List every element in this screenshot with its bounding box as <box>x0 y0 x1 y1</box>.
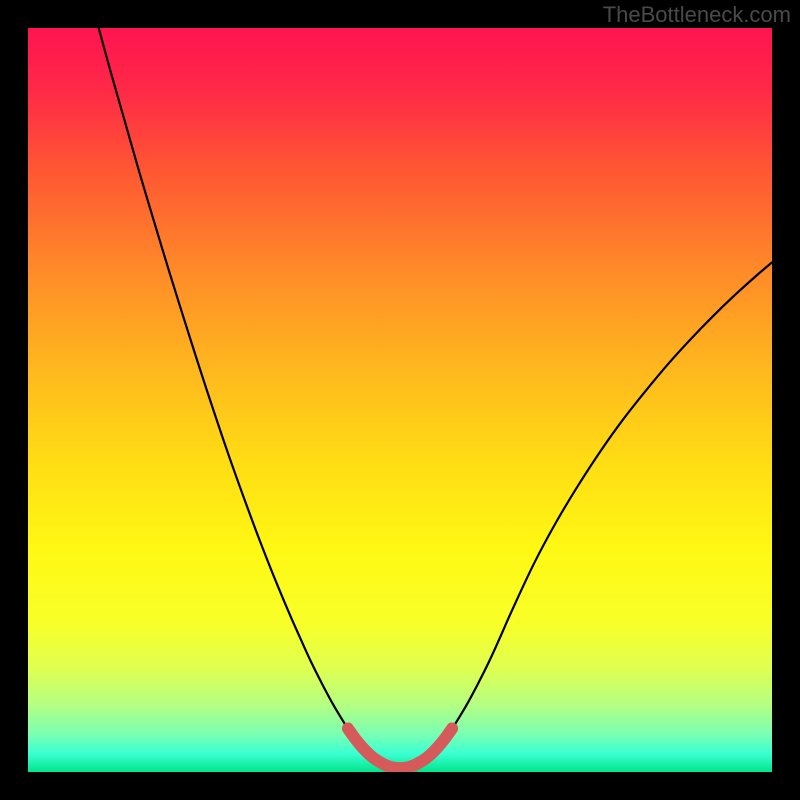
watermark-text: TheBottleneck.com <box>603 2 791 28</box>
plot-area <box>28 28 772 772</box>
curve-overlay <box>28 28 772 772</box>
bottleneck-curve <box>99 28 772 768</box>
highlight-valley <box>348 728 452 768</box>
chart-frame: TheBottleneck.com <box>0 0 800 800</box>
